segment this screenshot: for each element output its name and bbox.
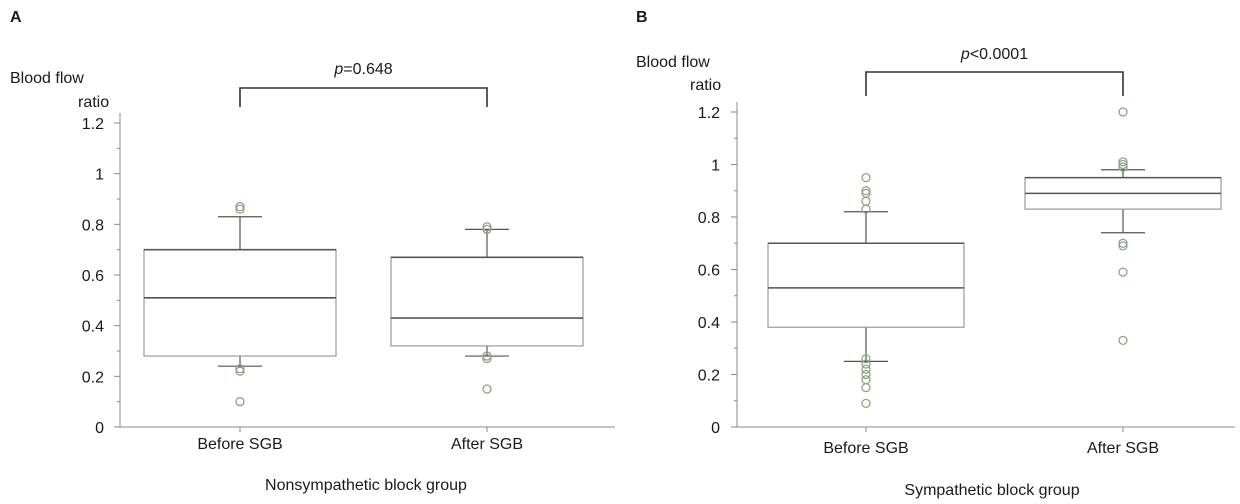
panel-b-xlabel: Sympathetic block group: [904, 482, 1079, 499]
panel-a-outlier: [235, 366, 245, 376]
panel-b-outlier: [1118, 335, 1128, 346]
panel-a-ylabel-line1: Blood flow: [10, 70, 84, 87]
panel-a-xlabel: Nonsympathetic block group: [265, 477, 467, 494]
panel-a-y-tick-label: 0: [95, 420, 104, 437]
panel-b-y-tick-label: 0: [711, 420, 720, 437]
panel-a-y-tick-label: 0.2: [82, 369, 104, 386]
panel-a-box-1: [143, 201, 337, 407]
panel-b-outlier: [861, 172, 871, 183]
panel-b-outlier: [861, 364, 871, 374]
panel-b-ylabel-line2: ratio: [690, 77, 721, 94]
panel-a-y-ticks: 0 0.2 0.4 0.6 0.8 1 1.2 Before SGB After SGB: [82, 113, 615, 453]
panel-a-letter: A: [10, 9, 22, 26]
panel-b-outlier: [861, 359, 871, 369]
panel-a-outlier: [482, 353, 492, 364]
panel-b-y-tick-label: 1.2: [698, 105, 720, 122]
panel-b-outlier: [1118, 241, 1128, 251]
panel-a-y-tick-label: 0.4: [82, 319, 104, 336]
panel-a-y-tick-label: 1.2: [82, 116, 104, 133]
panel-b-outlier: [1118, 159, 1128, 170]
panel-a-ylabel-line2: ratio: [78, 94, 109, 111]
panel-a-box-body: [390, 256, 584, 347]
panel-b-outlier: [1118, 157, 1128, 167]
panel-b-outlier: [861, 204, 871, 214]
panel-a-significance: p=0.648: [239, 61, 488, 107]
panel-b-outlier: [861, 398, 871, 409]
panel-b-box-body: [767, 242, 965, 328]
panel-a-box-body: [143, 249, 337, 357]
panel-b-y-tick-label: 0.6: [698, 263, 720, 280]
panel-b-y-tick-label: 0.2: [698, 368, 720, 385]
panel-b-y-tick-label: 1: [711, 158, 720, 175]
panel-a-box-2: [390, 222, 584, 394]
panel-a-outlier: [482, 222, 492, 232]
panel-b-outlier: [861, 375, 871, 385]
panel-b: B Blood flow ratio 0 0.2 0.4 0.6 0.8 1 1.2 Befo…: [636, 9, 1235, 499]
panel-a-outlier: [235, 204, 245, 214]
panel-a-p-value: p=0.648: [333, 61, 392, 78]
panel-b-outlier: [1118, 107, 1128, 117]
panel-a: A Blood flow ratio 0 0.2 0.4 0.6 0.8 1 1.2 Befo…: [10, 9, 615, 494]
panel-a-outlier: [235, 364, 245, 374]
panel-b-box-2: [1024, 107, 1222, 346]
panel-a-significance-bracket: [239, 87, 488, 107]
panel-b-y-ticks: 0 0.2 0.4 0.6 0.8 1 1.2 Before SGB After SGB: [698, 102, 1235, 457]
panel-b-significance-bracket: [865, 71, 1124, 96]
panel-b-boxes: [767, 107, 1222, 409]
panel-a-p-symbol: p: [333, 61, 343, 78]
panel-a-outlier: [235, 397, 245, 407]
panel-b-ylabel-line1: Blood flow: [636, 54, 710, 71]
panel-b-outlier: [861, 196, 871, 206]
panel-b-outlier: [861, 382, 871, 393]
panel-a-x-tick-label: Before SGB: [197, 436, 282, 453]
panel-a-outlier: [235, 201, 245, 212]
panel-b-box-1: [767, 172, 965, 409]
panel-b-outlier: [861, 186, 871, 196]
panel-b-y-tick-label: 0.4: [698, 315, 720, 332]
panel-b-p-value: p<0.0001: [960, 46, 1028, 63]
panel-b-p-value-text: <0.0001: [970, 46, 1028, 63]
panel-b-outlier: [861, 354, 871, 364]
panel-b-x-tick-label: After SGB: [1087, 440, 1159, 457]
panel-a-outlier: [482, 351, 492, 361]
panel-b-y-tick-label: 0.8: [698, 210, 720, 227]
panel-a-y-tick-label: 1: [95, 167, 104, 184]
panel-a-outlier: [482, 224, 492, 235]
panel-b-p-symbol: p: [960, 46, 970, 63]
panel-b-x-tick-label: Before SGB: [823, 440, 908, 457]
panel-a-outlier: [482, 384, 492, 394]
panel-a-y-tick-label: 0.8: [82, 217, 104, 234]
panel-b-outlier: [861, 369, 871, 380]
panel-a-p-value-text: =0.648: [343, 61, 392, 78]
panel-a-boxes: [143, 201, 584, 407]
panel-b-letter: B: [636, 9, 648, 26]
panel-a-x-tick-label: After SGB: [451, 436, 523, 453]
panel-b-outlier: [1118, 162, 1128, 172]
panel-b-outlier: [1118, 238, 1128, 248]
panel-b-significance: p<0.0001: [865, 46, 1124, 96]
panel-b-outlier: [1118, 267, 1128, 277]
panel-a-y-tick-label: 0.6: [82, 268, 104, 285]
